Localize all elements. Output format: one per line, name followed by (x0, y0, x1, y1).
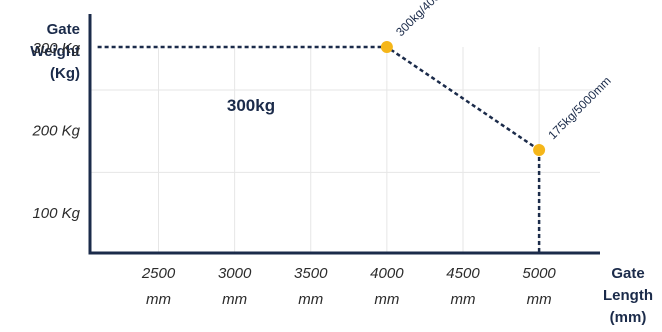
x-tick-unit: mm (450, 291, 475, 308)
data-point-marker (533, 143, 546, 156)
x-tick-unit: mm (374, 291, 399, 308)
x-axis-title: Gate Length (mm) (603, 265, 653, 326)
data-point-label: 175kg/5000mm (545, 74, 613, 142)
x-tick-label: 4500 (446, 265, 480, 282)
chart-axes (88, 14, 600, 255)
plateau-label: 300kg (227, 96, 275, 115)
x-tick-label: 5000 (522, 265, 556, 282)
y-axis-title-line: (Kg) (50, 65, 80, 82)
x-tick-unit: mm (298, 291, 323, 308)
x-tick-label: 3500 (294, 265, 328, 282)
x-axis-title-line: Length (603, 287, 653, 304)
x-tick-labels: 2500 mm 3000 mm 3500 mm 4000 mm 4500 mm 5000 mm (141, 265, 557, 308)
x-axis-title-line: Gate (611, 265, 644, 282)
x-tick-unit: mm (527, 291, 552, 308)
data-series (97, 45, 541, 253)
y-tick-label: 300 Kg (32, 40, 80, 57)
data-point-label: 300kg/4000mm (393, 0, 461, 39)
x-axis-title-line: (mm) (610, 309, 647, 326)
chart-grid (90, 46, 600, 253)
x-tick-label: 4000 (370, 265, 404, 282)
y-tick-label: 200 Kg (31, 122, 80, 139)
x-tick-unit: mm (146, 291, 171, 308)
data-point-marker (380, 40, 393, 53)
series-line (97, 45, 540, 152)
y-tick-labels: 300 Kg 200 Kg 100 Kg (31, 40, 80, 222)
y-axis-title: Gate Weight (Kg) (30, 21, 80, 82)
y-tick-label: 100 Kg (32, 205, 80, 222)
x-tick-unit: mm (222, 291, 247, 308)
x-tick-label: 3000 (218, 265, 252, 282)
data-markers (380, 40, 546, 156)
x-tick-label: 2500 (141, 265, 176, 282)
y-axis-title-line: Weight (30, 43, 80, 60)
y-axis-title-line: Gate (47, 21, 80, 38)
